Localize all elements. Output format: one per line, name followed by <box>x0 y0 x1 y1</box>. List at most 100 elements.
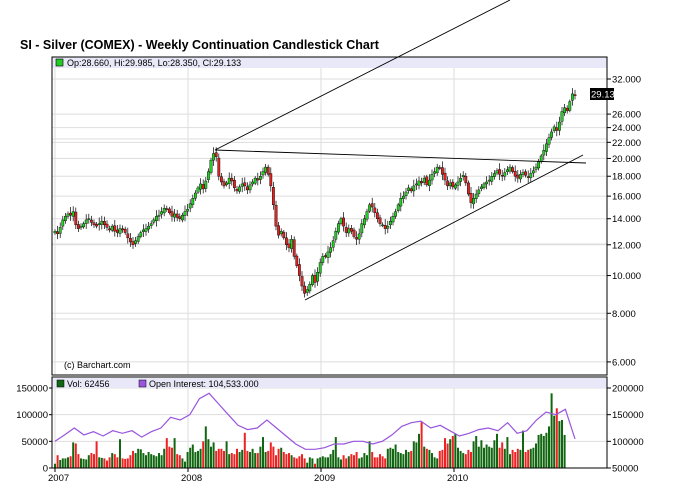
volume-bar <box>334 437 337 468</box>
volume-bar <box>402 454 405 468</box>
candle-body <box>232 179 236 189</box>
candle-body <box>157 214 161 217</box>
candle-body <box>412 185 416 192</box>
candle <box>115 225 119 238</box>
candle <box>170 205 174 222</box>
volume-bar <box>228 454 231 468</box>
volume-legend: Vol: 62456 <box>67 379 110 389</box>
volume-bar <box>319 457 322 468</box>
candle <box>472 192 475 209</box>
volume-bar <box>54 463 56 468</box>
volume-bar <box>535 443 537 468</box>
candle-body <box>485 181 488 185</box>
grid <box>52 68 607 469</box>
candle-body <box>480 186 483 189</box>
volume-bar <box>113 454 116 468</box>
candle <box>199 178 202 195</box>
candle <box>456 176 460 191</box>
candle <box>279 228 283 237</box>
candle <box>396 202 400 213</box>
candle-body <box>373 207 377 213</box>
candle <box>206 168 210 183</box>
candle <box>303 281 306 298</box>
candle <box>376 208 379 223</box>
candle <box>482 181 486 190</box>
volume-bar <box>483 447 485 468</box>
candle <box>123 226 127 235</box>
volume-bar <box>171 447 173 468</box>
volume-bar <box>150 454 153 468</box>
oi-tick-label: 100000 <box>612 437 644 448</box>
candle <box>521 169 525 178</box>
volume-bar <box>288 453 290 468</box>
candle <box>555 121 559 137</box>
candle <box>102 216 106 230</box>
candle-body <box>511 167 514 172</box>
volume-bar <box>488 446 491 468</box>
candle <box>277 222 280 239</box>
candle-body <box>178 216 182 219</box>
candle-body <box>542 149 546 156</box>
volume-bar <box>418 433 420 468</box>
candle-body <box>529 173 533 178</box>
volume-bar <box>277 448 280 468</box>
candle <box>134 236 137 247</box>
candle-body <box>435 166 439 174</box>
volume-bar <box>412 441 415 468</box>
candle-body <box>193 192 197 199</box>
candle-body <box>313 274 317 283</box>
candle-body <box>115 229 119 233</box>
candle-body <box>259 176 262 180</box>
candle <box>175 209 179 222</box>
volume-bar <box>108 457 111 468</box>
volume-bar <box>134 453 137 468</box>
candle-body <box>204 180 208 189</box>
candle <box>448 179 452 190</box>
y-tick-label: 32.000 <box>612 75 641 86</box>
volume-bar <box>524 452 527 468</box>
volume-bar <box>527 449 530 468</box>
candle-body <box>477 189 481 194</box>
volume-bar <box>191 444 194 468</box>
volume-bar <box>160 455 163 468</box>
volume-bar <box>142 453 145 468</box>
volume-bar <box>194 452 197 468</box>
candle-body <box>360 223 364 234</box>
volume-bar <box>314 463 316 468</box>
candle-body <box>76 224 80 229</box>
chart-title: SI - Silver (COMEX) - Weekly Continuatio… <box>20 38 380 52</box>
volume-bar <box>254 453 257 468</box>
candle-body <box>84 219 88 224</box>
volume-bar <box>173 438 176 468</box>
candle <box>95 221 99 229</box>
oi-tick-label: 200000 <box>612 384 644 395</box>
oi-legend: Open Interest: 104,533.000 <box>149 379 259 389</box>
candle <box>274 200 278 231</box>
volume-bar <box>355 452 358 468</box>
volume-bar <box>311 458 314 468</box>
candle-body <box>495 170 499 174</box>
candle <box>212 147 215 166</box>
candle <box>545 138 548 157</box>
candle-body <box>167 208 171 213</box>
volume-bar <box>514 452 517 468</box>
volume-bar <box>223 450 225 468</box>
trendlines <box>214 0 587 301</box>
candle <box>500 169 504 182</box>
candle-body <box>274 205 278 227</box>
volume-bar <box>215 450 218 468</box>
candle-body <box>128 238 132 243</box>
candle <box>560 107 564 126</box>
candle <box>253 176 257 186</box>
candle-body <box>350 228 353 232</box>
candle-body <box>253 177 257 184</box>
candle <box>84 214 88 229</box>
candle <box>350 224 353 235</box>
volume-bar <box>467 449 470 468</box>
candle-body <box>376 212 379 219</box>
volume-bar <box>111 453 114 468</box>
candle-body <box>240 183 244 187</box>
volume-bar <box>464 454 467 468</box>
volume-bar <box>210 446 212 468</box>
y-tick-label: 22.000 <box>612 138 641 149</box>
